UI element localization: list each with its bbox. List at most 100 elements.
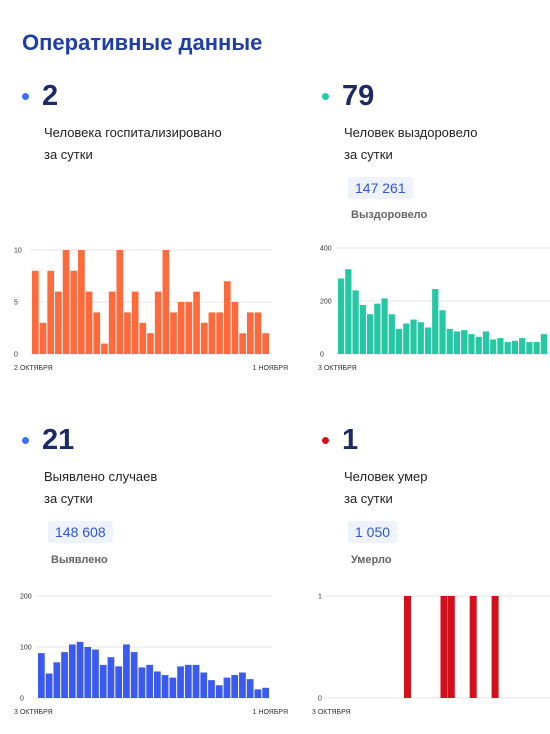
cases-bar [154,671,161,698]
hospital-bar [208,312,216,354]
recovered-bar [475,336,482,354]
hospital-desc-line1: Человека госпитализировано [44,125,222,140]
hospital-dot-icon [22,93,29,100]
recovered-description: Человек выздоровело за сутки [344,122,477,166]
recovered-bar [338,278,345,354]
hospital-bar [262,333,269,354]
recovered-bar [439,310,446,354]
deaths-total: 1 050 [348,521,398,543]
hospital-bar [193,291,200,354]
recovered-bar [388,314,395,354]
hospital-bar [147,333,154,354]
cases-bar [254,689,262,698]
recovered-bar [468,334,475,355]
hospital-ytick-label: 5 [14,300,18,307]
recovered-bar [497,338,504,354]
cases-ytick-label: 0 [20,696,24,703]
deaths-desc-line2: за сутки [344,491,393,506]
recovered-bar [366,314,374,354]
hospital-bar [93,312,101,354]
recovered-bar [461,330,468,354]
recovered-chart: 0 200 400 3 октября [318,246,550,372]
hospital-bar [200,322,208,354]
hospital-bar [231,302,239,354]
hospital-x-start-label: 2 октября [14,365,53,372]
cases-bar [92,649,99,698]
cases-bar [246,679,254,698]
cases-bar [99,664,107,698]
hospital-bar [216,312,223,354]
cases-bar [107,657,115,698]
cases-bar [231,675,239,698]
cases-x-start-label: 3 октября [14,709,53,716]
hospital-chart: 0 5 10 2 октября 1 ноября [14,248,288,373]
cases-bar [192,664,200,698]
deaths-total-label: Умерло [351,554,392,566]
cases-bar [146,664,153,698]
recovered-bar [482,331,490,354]
recovered-ytick-label: 0 [320,352,324,359]
cases-bar [208,680,215,698]
recovered-dot-icon [322,93,329,100]
deaths-bar [440,596,448,698]
deaths-x-start-label: 3 октября [312,709,351,716]
cases-bar [84,647,92,698]
hospital-bar [154,291,162,354]
hospital-bar [124,312,131,354]
hospital-bar [139,322,147,354]
hospital-bar [246,312,254,354]
cases-x-end-label: 1 ноября [253,709,288,716]
cases-bar [53,662,61,698]
cases-bar [262,687,269,698]
recovered-bar [446,328,453,354]
recovered-bar [540,334,547,355]
hospital-x-end-label: 1 ноября [253,365,288,372]
hospital-bar [254,312,262,354]
recovered-bar [403,323,410,354]
deaths-dot-icon [322,437,329,444]
deaths-description: Человек умер за сутки [344,466,427,510]
cases-bar [68,644,76,698]
cases-total: 148 608 [48,521,113,543]
cases-desc-line2: за сутки [44,491,93,506]
hospital-bar [55,291,62,354]
cases-description: Выявлено случаев за сутки [44,466,157,510]
hospital-bar [116,250,124,354]
cases-bar [76,641,84,698]
hospital-description: Человека госпитализировано за сутки [44,122,222,166]
recovered-bar [533,342,540,354]
cases-bar [38,653,45,698]
cases-ytick-label: 100 [20,645,32,652]
hospital-bar [39,322,47,354]
deaths-desc-line1: Человек умер [344,469,428,484]
recovered-ytick-label: 400 [320,246,332,253]
deaths-chart: 0 1 3 октября [312,594,550,716]
recovered-desc-line2: за сутки [344,147,393,162]
cases-bar [184,664,192,698]
cases-bar [239,672,246,698]
cases-bar [223,677,231,698]
recovered-total-label: Выздоровело [351,209,428,221]
cases-dot-icon [22,437,29,444]
cases-total-label: Выявлено [51,554,108,566]
recovered-bar [519,338,526,354]
recovered-total: 147 261 [348,177,413,199]
cases-bar [169,677,177,698]
cases-bar [130,652,138,698]
recovered-value: 79 [342,80,375,112]
cases-value: 21 [42,424,75,456]
deaths-value: 1 [342,424,359,456]
deaths-ytick-label: 0 [318,696,322,703]
recovered-bar [352,290,359,354]
hospital-bar [78,250,85,354]
hospital-ytick-label: 0 [14,352,18,359]
recovered-desc-line1: Человек выздоровело [344,125,478,140]
recovered-bar [526,342,533,354]
recovered-bar [374,303,381,354]
cases-bar [161,675,169,698]
page-title: Оперативные данные [22,30,263,55]
recovered-x-start-label: 3 октября [318,365,357,372]
hospital-bar [185,302,193,354]
cases-bar [61,652,68,698]
deaths-bar [404,596,411,698]
